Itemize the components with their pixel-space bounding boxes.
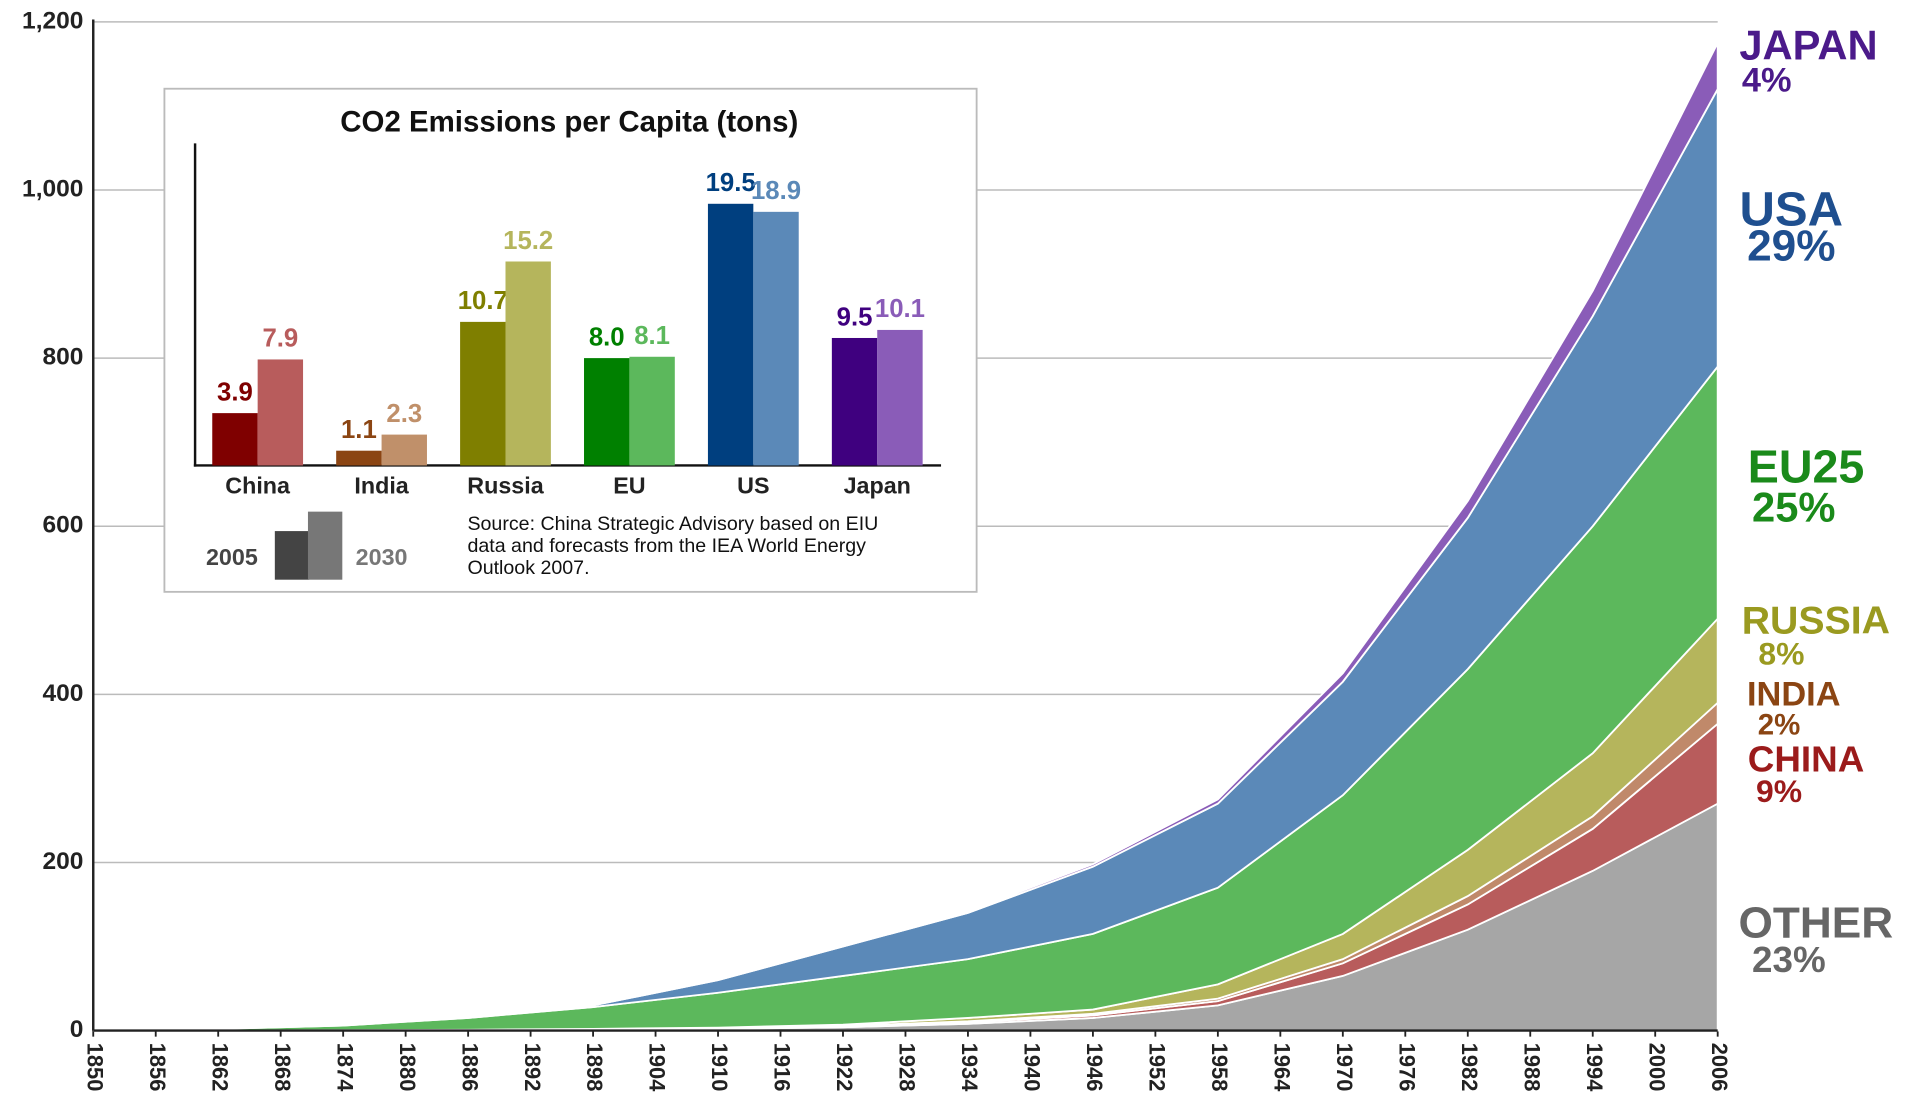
- value-label: 8.1: [634, 322, 670, 350]
- y-tick-label: 200: [43, 848, 84, 875]
- value-label: 15.2: [503, 227, 553, 255]
- x-tick-label: 1880: [395, 1043, 420, 1092]
- series-share: 4%: [1742, 62, 1792, 100]
- value-label: 2.3: [386, 400, 422, 428]
- bar: [505, 261, 551, 466]
- y-tick-label: 1,200: [22, 7, 83, 34]
- y-tick-label: 400: [43, 680, 84, 707]
- legend-label: 2030: [356, 544, 408, 570]
- bar: [707, 203, 754, 466]
- value-label: 8.0: [589, 324, 625, 352]
- x-tick-label: Russia: [467, 473, 545, 499]
- source-note: Source: China Strategic Advisory based o…: [467, 513, 878, 535]
- x-tick-label: China: [225, 473, 291, 499]
- x-tick-label: 1958: [1207, 1043, 1232, 1092]
- x-tick-label: 1874: [332, 1043, 357, 1092]
- x-tick-label: 1916: [770, 1043, 795, 1092]
- x-tick-label: 1970: [1332, 1043, 1357, 1092]
- x-tick-label: 2006: [1707, 1043, 1732, 1092]
- value-label: 3.9: [217, 379, 253, 407]
- x-tick-label: 2000: [1644, 1043, 1669, 1092]
- x-tick-label: 1928: [895, 1043, 920, 1092]
- main-chart: 0 200 400 600 800 1,000 1,200 1850 1856 1862 1868 1…: [22, 7, 1893, 1092]
- bar: [336, 450, 382, 466]
- x-tick-label: 1952: [1145, 1043, 1170, 1092]
- x-tick-label: EU: [613, 473, 645, 499]
- x-tick-label: 1850: [82, 1043, 107, 1092]
- series-name: EU25: [1748, 441, 1865, 493]
- series-name: RUSSIA: [1742, 600, 1890, 643]
- value-label: 18.9: [751, 177, 801, 205]
- series-name: INDIA: [1747, 675, 1841, 713]
- series-share: 8%: [1758, 636, 1804, 672]
- legend-label: 2005: [206, 544, 258, 570]
- bar: [212, 413, 258, 466]
- x-tick-label: 1946: [1082, 1043, 1107, 1092]
- series-share: 9%: [1756, 773, 1802, 809]
- x-tick-label: 1976: [1394, 1043, 1419, 1092]
- series-name: USA: [1740, 183, 1844, 237]
- series-share: 23%: [1752, 939, 1826, 980]
- series-name: CHINA: [1748, 739, 1865, 780]
- series-share: 29%: [1747, 222, 1835, 271]
- value-label: 19.5: [706, 169, 756, 197]
- x-tick-label: 1904: [645, 1043, 670, 1092]
- bar: [877, 329, 923, 466]
- y-tick-label: 1,000: [22, 176, 83, 203]
- y-tick-label: 0: [70, 1016, 84, 1043]
- x-tick-label: 1964: [1269, 1043, 1294, 1092]
- x-tick-label: 1934: [957, 1043, 982, 1092]
- legend-swatch: [307, 511, 343, 580]
- area: [93, 42, 1719, 1032]
- bar: [831, 337, 878, 466]
- series-share: 25%: [1752, 484, 1835, 531]
- x-tick-label: 1868: [270, 1043, 295, 1092]
- bar: [381, 434, 427, 466]
- value-label: 1.1: [341, 416, 377, 444]
- x-tick-label: 1892: [520, 1043, 545, 1092]
- source-note: Outlook 2007.: [467, 557, 589, 579]
- x-tick-label: 1898: [582, 1043, 607, 1092]
- value-label: 10.1: [875, 295, 925, 323]
- bar: [257, 359, 304, 466]
- series-name: OTHER: [1739, 899, 1894, 948]
- x-tick-label: Japan: [844, 473, 911, 499]
- legend-swatch: [274, 531, 310, 580]
- y-tick-label: 600: [43, 512, 84, 539]
- series-share: 2%: [1758, 709, 1801, 742]
- x-tick-label: 1856: [145, 1043, 170, 1092]
- x-tick-label: 1910: [707, 1043, 732, 1092]
- x-tick-label: 1862: [207, 1043, 232, 1092]
- x-tick-label: US: [737, 473, 769, 499]
- inset-chart: CO2 Emissions per Capita (tons) China 3.9…: [163, 87, 978, 593]
- x-tick-label: 1940: [1020, 1043, 1045, 1092]
- x-tick-label: 1994: [1582, 1043, 1607, 1092]
- bar: [629, 356, 675, 466]
- x-tick-label: 1982: [1457, 1043, 1482, 1092]
- bar: [584, 358, 630, 466]
- bar: [460, 321, 506, 466]
- value-label: 7.9: [262, 325, 298, 353]
- x-tick-label: 1922: [832, 1043, 857, 1092]
- source-note: data and forecasts from the IEA World En…: [467, 535, 866, 557]
- inset-title: CO2 Emissions per Capita (tons): [340, 106, 798, 139]
- value-label: 10.7: [458, 287, 508, 315]
- x-tick-label: 1886: [457, 1043, 482, 1092]
- series-name: JAPAN: [1739, 22, 1877, 69]
- bar: [753, 211, 799, 466]
- value-label: 9.5: [837, 303, 873, 331]
- x-tick-label: India: [354, 473, 409, 499]
- x-tick-label: 1988: [1519, 1043, 1544, 1092]
- y-tick-label: 800: [43, 344, 84, 371]
